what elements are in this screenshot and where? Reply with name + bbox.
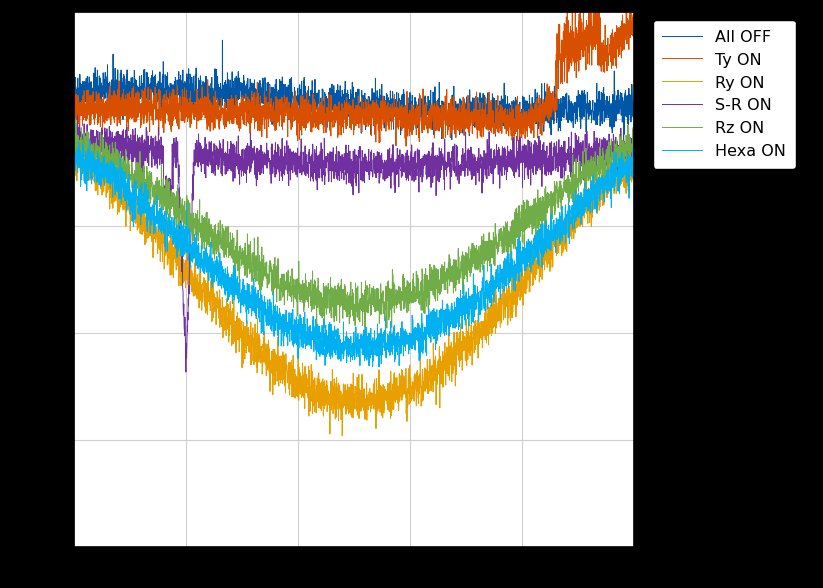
Hexa ON	[308, 313, 318, 320]
S-R ON	[309, 178, 319, 185]
Ry ON	[629, 172, 639, 179]
Ty ON	[69, 121, 79, 128]
All OFF	[166, 102, 176, 109]
All OFF	[69, 84, 79, 91]
S-R ON	[69, 130, 79, 137]
Rz ON	[133, 159, 143, 166]
Hexa ON	[618, 172, 628, 179]
Ty ON	[284, 109, 294, 116]
Ry ON	[133, 225, 143, 232]
Rz ON	[70, 115, 80, 122]
Line: Hexa ON: Hexa ON	[74, 139, 634, 367]
All OFF	[284, 116, 294, 123]
S-R ON	[558, 153, 568, 160]
Hexa ON	[85, 135, 95, 142]
S-R ON	[284, 149, 294, 156]
Rz ON	[558, 188, 568, 195]
Ry ON	[69, 156, 79, 163]
Line: Ty ON: Ty ON	[74, 0, 634, 146]
All OFF	[558, 93, 568, 100]
Rz ON	[166, 187, 176, 194]
Ty ON	[166, 101, 176, 108]
S-R ON	[618, 149, 628, 156]
Ty ON	[558, 37, 568, 44]
Ty ON	[629, 32, 639, 39]
All OFF	[217, 36, 227, 44]
Ty ON	[401, 143, 411, 150]
Line: All OFF: All OFF	[74, 40, 634, 139]
S-R ON	[629, 151, 639, 158]
Hexa ON	[166, 230, 176, 237]
All OFF	[308, 100, 318, 107]
Ry ON	[337, 432, 347, 439]
All OFF	[447, 136, 457, 143]
Rz ON	[308, 300, 318, 308]
Rz ON	[382, 325, 392, 332]
Legend: All OFF, Ty ON, Ry ON, S-R ON, Rz ON, Hexa ON: All OFF, Ty ON, Ry ON, S-R ON, Rz ON, He…	[653, 20, 796, 169]
Rz ON	[629, 120, 639, 127]
Hexa ON	[558, 213, 568, 220]
Ty ON	[133, 113, 143, 121]
Line: Rz ON: Rz ON	[74, 118, 634, 328]
Line: Ry ON: Ry ON	[74, 131, 634, 436]
Rz ON	[69, 152, 79, 159]
Rz ON	[284, 281, 294, 288]
Ry ON	[166, 251, 176, 258]
Rz ON	[618, 152, 628, 159]
Ty ON	[618, 32, 628, 39]
Ry ON	[308, 403, 318, 410]
All OFF	[629, 105, 639, 112]
Ry ON	[558, 249, 568, 256]
Line: S-R ON: S-R ON	[74, 115, 634, 372]
All OFF	[618, 98, 628, 105]
All OFF	[133, 84, 143, 91]
Hexa ON	[629, 165, 639, 172]
Ty ON	[308, 91, 318, 98]
Ry ON	[618, 169, 628, 176]
Hexa ON	[374, 363, 384, 370]
Hexa ON	[69, 151, 79, 158]
Hexa ON	[133, 210, 143, 217]
Ry ON	[72, 128, 81, 135]
S-R ON	[133, 143, 143, 150]
S-R ON	[72, 112, 82, 119]
S-R ON	[166, 193, 176, 201]
S-R ON	[181, 369, 191, 376]
Ry ON	[284, 372, 294, 379]
Hexa ON	[284, 319, 294, 326]
